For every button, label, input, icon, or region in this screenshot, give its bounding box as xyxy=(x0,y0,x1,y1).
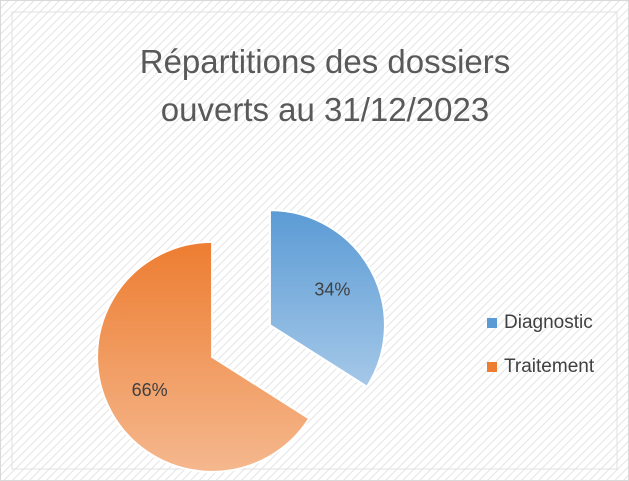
legend-swatch xyxy=(487,362,497,372)
legend-label: Diagnostic xyxy=(504,312,593,333)
plot-frame xyxy=(11,11,618,470)
legend-swatch xyxy=(487,318,497,328)
data-label: 66% xyxy=(132,380,168,400)
chart-title: Répartitions des dossiers ouverts au 31/… xyxy=(139,43,511,128)
legend-label: Traitement xyxy=(504,356,595,377)
pie-slice xyxy=(96,240,311,473)
pie-slice xyxy=(268,209,386,389)
data-label: 34% xyxy=(314,280,350,300)
